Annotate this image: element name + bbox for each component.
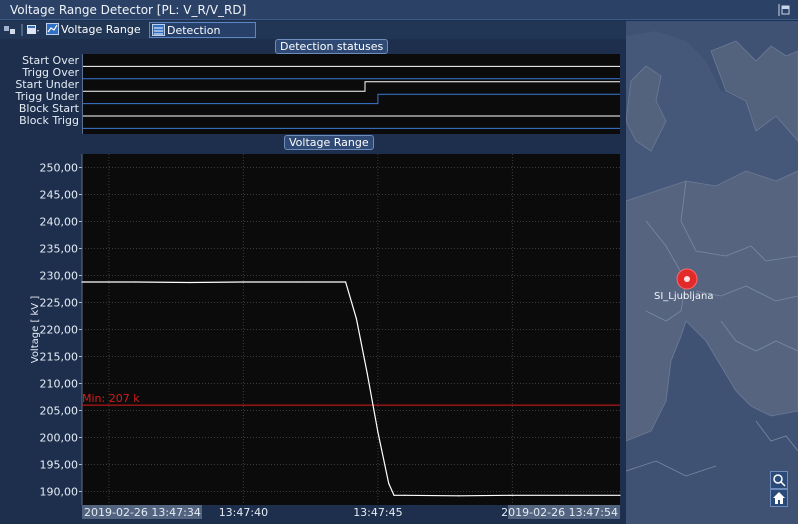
layout-icon[interactable] — [3, 23, 17, 37]
threshold-label: Min: 207 k — [82, 392, 140, 405]
x-axis-start-box — [82, 505, 202, 519]
line-chart-icon — [46, 23, 59, 35]
y-tick-label: 245,00 — [40, 189, 79, 202]
tab-detection-statuses[interactable]: Detection statuses — [149, 22, 256, 52]
y-tick-label: 205,00 — [40, 405, 79, 418]
europe-map — [626, 21, 798, 524]
status-row-label: Start Under — [15, 78, 79, 91]
voltage-data-point — [565, 494, 567, 496]
y-tick-label: 215,00 — [40, 351, 79, 364]
status-row-label: Block Start — [18, 102, 79, 115]
status-row-label: Start Over — [22, 54, 79, 67]
voltage-data-point — [366, 372, 368, 374]
home-button[interactable] — [770, 489, 788, 507]
voltage-data-point — [81, 281, 83, 283]
status-line — [82, 93, 620, 105]
toolbar: Voltage Range Detection statuses — [0, 21, 626, 52]
magnifier-icon — [773, 474, 786, 487]
x-tick-label: 13:47:45 — [353, 506, 402, 519]
detection-statuses-title: Detection statuses — [275, 39, 389, 54]
voltage-data-point — [355, 318, 357, 320]
dock-icon[interactable] — [777, 3, 791, 17]
tab-voltage-range-label: Voltage Range — [61, 23, 141, 36]
home-icon — [773, 492, 785, 504]
x-tick-label: 2019-02-26 13:47:34 — [84, 506, 201, 519]
plot-background — [82, 154, 620, 505]
window-title: Voltage Range Detector [PL: V_R/V_RD] — [10, 3, 247, 17]
voltage-data-point — [458, 495, 460, 497]
voltage-data-point — [296, 281, 298, 283]
voltage-data-point — [242, 281, 244, 283]
voltage-chart: 250,00 245,00 240,00 235,00 230,00 225,00 220,… — [30, 154, 621, 519]
status-row-label: Block Trigg — [19, 114, 79, 127]
voltage-data-point — [511, 494, 513, 496]
voltage-data-point — [377, 431, 379, 433]
x-tick-label: 13:47:40 — [219, 506, 268, 519]
y-tick-label: 250,00 — [40, 162, 79, 175]
status-chart-icon — [152, 24, 165, 36]
y-tick-label: 210,00 — [40, 378, 79, 391]
location-label: SI_Ljubljana — [654, 291, 714, 302]
voltage-data-point — [189, 281, 191, 284]
y-tick-label: 230,00 — [40, 270, 79, 283]
title-bar: Voltage Range Detector [PL: V_R/V_RD] — [0, 0, 798, 20]
tab-voltage-range[interactable]: Voltage Range — [44, 22, 147, 38]
y-tick-label: 235,00 — [40, 243, 79, 256]
x-axis-bar — [82, 505, 620, 519]
x-tick-label: 2019-02-26 13:47:54 — [501, 506, 618, 519]
panel-select-icon[interactable] — [26, 23, 40, 37]
map-panel[interactable]: SI_Ljubljana — [626, 21, 798, 524]
voltage-data-point — [345, 281, 347, 283]
status-plot — [82, 54, 620, 134]
y-tick-label: 225,00 — [40, 297, 79, 310]
status-row-label: Trigg Under — [15, 90, 79, 103]
y-axis-label: Voltage [ kV ] — [30, 296, 41, 364]
voltage-data-point — [388, 482, 390, 484]
voltage-data-point — [393, 494, 395, 496]
y-tick-label: 190,00 — [40, 486, 79, 499]
x-axis-end-box — [508, 505, 620, 519]
separator-icon — [21, 24, 23, 36]
voltage-data-point — [135, 281, 137, 283]
voltage-range-title: Voltage Range — [284, 135, 374, 150]
voltage-data-point — [619, 494, 621, 496]
status-labels: Start Over Trigg Over Start Under Trigg Und… — [0, 55, 82, 127]
voltage-data-point — [404, 494, 406, 496]
y-tick-label: 195,00 — [40, 459, 79, 472]
y-tick-label: 240,00 — [40, 216, 79, 229]
voltage-series-line — [82, 281, 620, 497]
y-tick-label: 200,00 — [40, 432, 79, 445]
location-marker[interactable] — [676, 268, 698, 290]
zoom-search-button[interactable] — [770, 471, 788, 489]
status-row-label: Trigg Over — [22, 66, 79, 79]
status-line — [82, 81, 620, 92]
y-tick-label: 220,00 — [40, 324, 79, 337]
chart-area: Detection statuses Start Over Trigg Over S… — [0, 39, 626, 524]
